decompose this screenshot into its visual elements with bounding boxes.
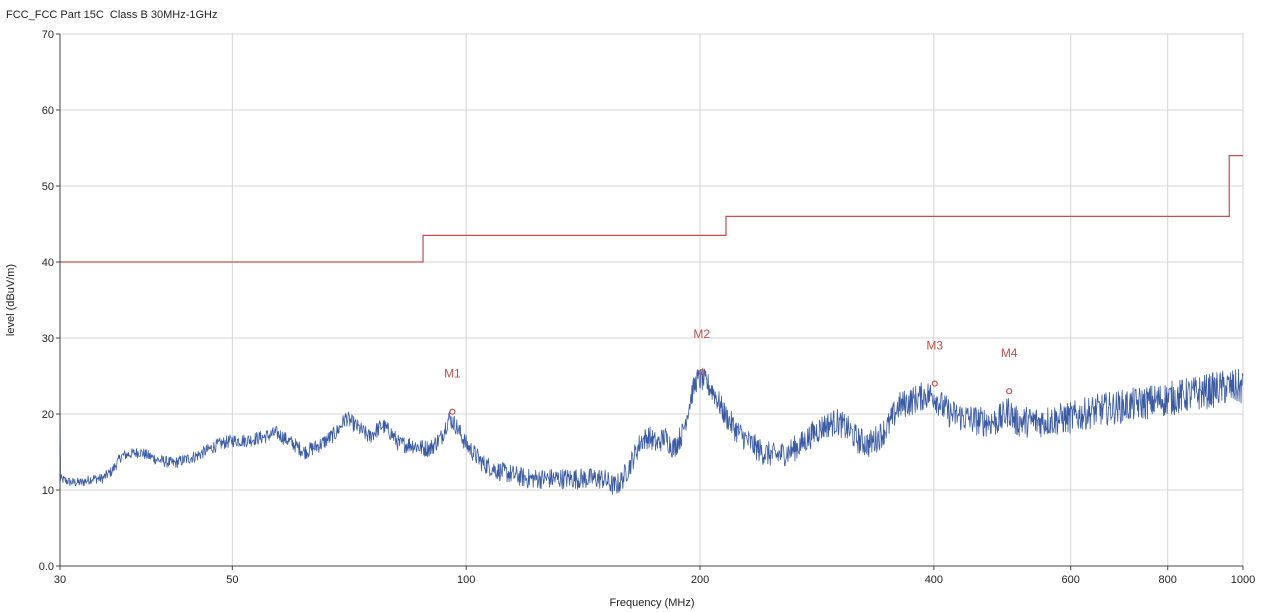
y-axis-ticks: 0.0 10 20 30 40 50 60 70	[39, 29, 60, 573]
marker-label: M1	[444, 367, 461, 381]
limit-line	[60, 155, 1243, 263]
marker-point	[931, 380, 938, 387]
x-tick-label: 50	[226, 574, 238, 586]
marker-label: M3	[926, 339, 943, 353]
y-tick-label: 30	[42, 333, 54, 345]
y-axis-label: level (dBuV/m)	[5, 264, 17, 336]
y-tick-label: 10	[42, 485, 54, 497]
x-tick-label: 400	[925, 574, 943, 586]
x-tick-label: 30	[54, 574, 66, 586]
x-tick-label: 100	[457, 574, 475, 586]
y-tick-label: 60	[42, 105, 54, 117]
y-tick-label: 0.0	[39, 561, 54, 573]
x-tick-label: 200	[691, 574, 709, 586]
chart-title: FCC_FCC Part 15C Class B 30MHz-1GHz	[6, 9, 218, 21]
y-tick-label: 50	[42, 181, 54, 193]
marker-point	[449, 408, 456, 415]
marker-point	[1006, 388, 1013, 395]
plot-area	[59, 33, 1244, 567]
markers-layer: M1 M2 M3 M4	[444, 327, 1018, 415]
x-axis-ticks: 30 50 100 200 400 600 800 1000	[54, 566, 1255, 586]
marker-label: M2	[693, 327, 710, 341]
series-layer	[59, 155, 1244, 495]
x-axis-label: Frequency (MHz)	[610, 597, 695, 609]
marker-point	[698, 369, 705, 376]
y-tick-label: 20	[42, 409, 54, 421]
grid	[60, 33, 1244, 566]
x-tick-label: 600	[1061, 574, 1079, 586]
y-tick-label: 70	[42, 29, 54, 41]
x-tick-label: 800	[1159, 574, 1177, 586]
y-tick-label: 40	[42, 257, 54, 269]
marker-label: M4	[1001, 346, 1018, 360]
x-tick-label: 1000	[1231, 574, 1255, 586]
measurement-trace	[59, 367, 1244, 495]
